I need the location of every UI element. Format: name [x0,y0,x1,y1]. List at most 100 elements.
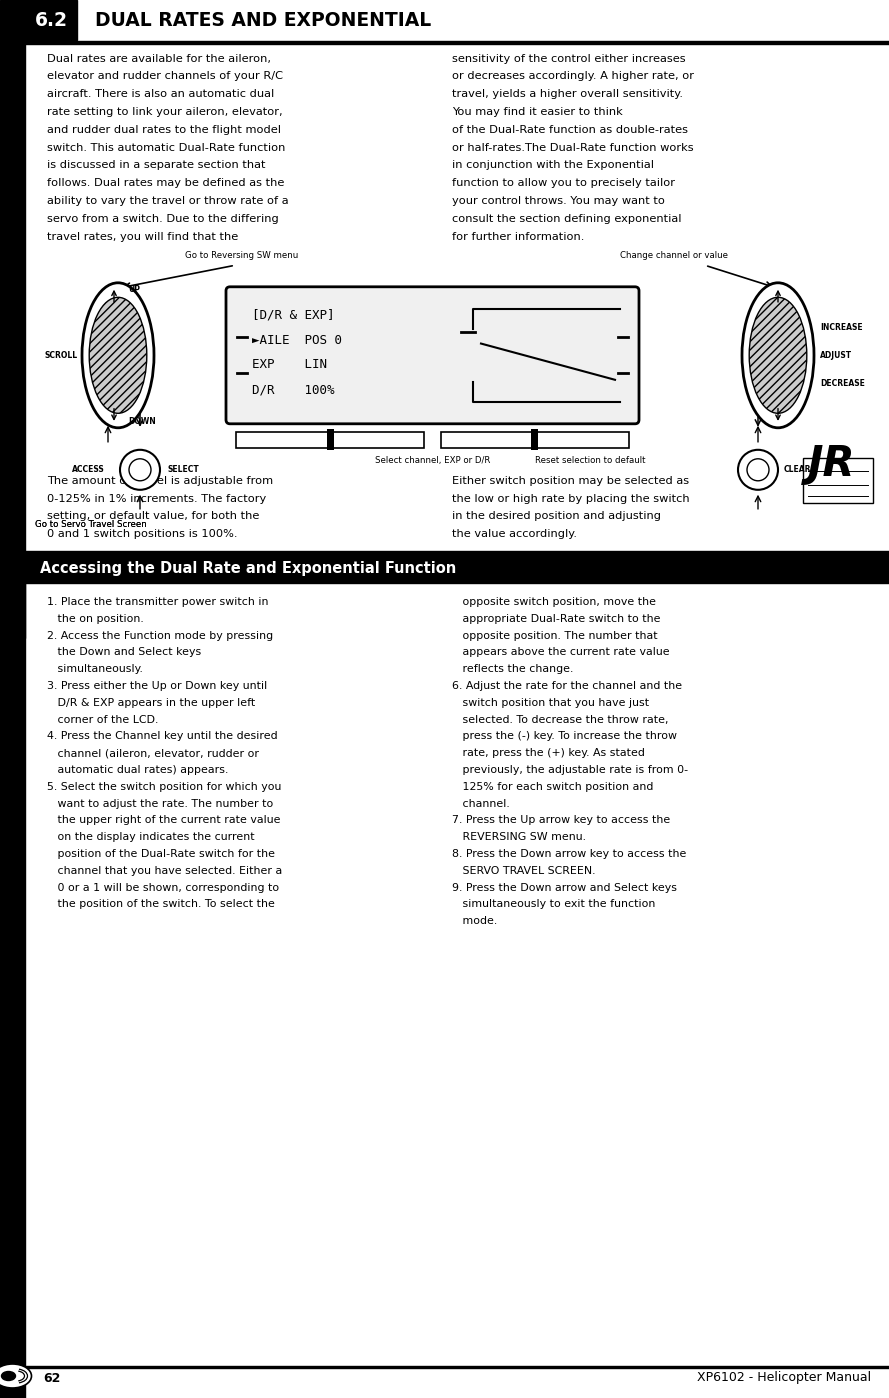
Text: SCROLL: SCROLL [44,351,78,359]
Text: channel.: channel. [453,798,510,808]
Text: opposite position. The number that: opposite position. The number that [453,630,658,640]
Circle shape [738,450,778,489]
Text: 0 and 1 switch positions is 100%.: 0 and 1 switch positions is 100%. [47,530,237,540]
Text: 8. Press the Down arrow key to access the: 8. Press the Down arrow key to access th… [453,849,687,858]
Bar [25,551,889,554]
Text: channel (aileron, elevator, rudder or: channel (aileron, elevator, rudder or [47,748,259,758]
Text: Change channel or value: Change channel or value [620,252,728,260]
Text: 3. Press either the Up or Down key until: 3. Press either the Up or Down key until [47,681,268,691]
Text: 0 or a 1 will be shown, corresponding to: 0 or a 1 will be shown, corresponding to [47,882,279,892]
Text: or half-rates.The Dual-Rate function works: or half-rates.The Dual-Rate function wor… [453,143,694,152]
Text: position of the Dual-Rate switch for the: position of the Dual-Rate switch for the [47,849,275,858]
Text: Dual rates are available for the aileron,: Dual rates are available for the aileron… [47,53,271,63]
Text: aircraft. There is also an automatic dual: aircraft. There is also an automatic dua… [47,89,274,99]
Text: rate, press the (+) key. As stated: rate, press the (+) key. As stated [453,748,645,758]
Text: function to allow you to precisely tailor: function to allow you to precisely tailo… [453,178,676,189]
Text: or decreases accordingly. A higher rate, or: or decreases accordingly. A higher rate,… [453,71,694,81]
Text: simultaneously to exit the function: simultaneously to exit the function [453,899,656,910]
Text: CLEAR: CLEAR [784,466,812,474]
Text: Either switch position may be selected as: Either switch position may be selected a… [453,475,690,485]
Text: [D/R & EXP]: [D/R & EXP] [252,309,334,322]
Text: 6.2: 6.2 [35,11,68,29]
Text: previously, the adjustable rate is from 0-: previously, the adjustable rate is from … [453,765,689,774]
Text: The amount of travel is adjustable from: The amount of travel is adjustable from [47,475,273,485]
Text: want to adjust the rate. The number to: want to adjust the rate. The number to [47,798,273,808]
Text: Go to Reversing SW menu: Go to Reversing SW menu [185,252,298,260]
Text: in the desired position and adjusting: in the desired position and adjusting [453,512,661,521]
Bar [25,554,889,583]
Text: UP: UP [128,285,140,294]
Ellipse shape [2,1371,15,1380]
Text: Select channel, EXP or D/R: Select channel, EXP or D/R [375,456,490,464]
Circle shape [747,459,769,481]
Text: switch position that you have just: switch position that you have just [453,698,650,707]
Ellipse shape [89,298,147,414]
Text: EXP    LIN: EXP LIN [252,358,327,372]
Bar [236,432,424,447]
Text: opposite switch position, move the: opposite switch position, move the [453,597,656,607]
Text: 5. Select the switch position for which you: 5. Select the switch position for which … [47,781,282,791]
Ellipse shape [749,298,807,414]
Text: press the (-) key. To increase the throw: press the (-) key. To increase the throw [453,731,677,741]
Text: 2. Access the Function mode by pressing: 2. Access the Function mode by pressing [47,630,273,640]
Text: Go to Servo Travel Screen: Go to Servo Travel Screen [35,520,147,528]
Text: 6. Adjust the rate for the channel and the: 6. Adjust the rate for the channel and t… [453,681,683,691]
Circle shape [120,450,160,489]
Text: of the Dual-Rate function as double-rates: of the Dual-Rate function as double-rate… [453,124,688,134]
Text: sensitivity of the control either increases: sensitivity of the control either increa… [453,53,686,63]
Text: D/R    100%: D/R 100% [252,383,334,396]
Text: channel that you have selected. Either a: channel that you have selected. Either a [47,865,282,875]
Bar [25,1366,889,1369]
Text: servo from a switch. Due to the differing: servo from a switch. Due to the differin… [47,214,279,224]
Text: mode.: mode. [453,916,498,927]
Bar [532,429,539,450]
Text: 9. Press the Down arrow and Select keys: 9. Press the Down arrow and Select keys [453,882,677,892]
Text: the Down and Select keys: the Down and Select keys [47,647,201,657]
FancyBboxPatch shape [226,287,639,424]
Text: ACCESS: ACCESS [72,466,105,474]
Text: INCREASE: INCREASE [820,323,862,331]
FancyBboxPatch shape [803,457,873,503]
Text: the upper right of the current rate value: the upper right of the current rate valu… [47,815,281,825]
Text: for further information.: for further information. [453,232,585,242]
Text: your control throws. You may want to: your control throws. You may want to [453,196,665,206]
Text: DOWN: DOWN [128,417,156,426]
Ellipse shape [0,1364,31,1388]
Text: switch. This automatic Dual-Rate function: switch. This automatic Dual-Rate functio… [47,143,285,152]
Bar [326,429,333,450]
Text: appropriate Dual-Rate switch to the: appropriate Dual-Rate switch to the [453,614,661,624]
Text: Accessing the Dual Rate and Exponential Function: Accessing the Dual Rate and Exponential … [40,561,456,576]
Text: ADJUST: ADJUST [820,351,853,359]
Text: XP6102 - Helicopter Manual: XP6102 - Helicopter Manual [697,1371,871,1384]
Text: follows. Dual rates may be defined as the: follows. Dual rates may be defined as th… [47,178,284,189]
Text: DECREASE: DECREASE [820,379,865,387]
Text: SERVO TRAVEL SCREEN.: SERVO TRAVEL SCREEN. [453,865,596,875]
Bar [25,0,77,41]
Text: 125% for each switch position and: 125% for each switch position and [453,781,654,791]
Text: REVERSING SW menu.: REVERSING SW menu. [453,832,587,842]
Text: You may find it easier to think: You may find it easier to think [453,106,623,117]
Circle shape [129,459,151,481]
Text: reflects the change.: reflects the change. [453,664,574,674]
Text: Reset selection to default: Reset selection to default [535,456,645,464]
Ellipse shape [742,282,814,428]
Text: travel rates, you will find that the: travel rates, you will find that the [47,232,238,242]
Text: 1. Place the transmitter power switch in: 1. Place the transmitter power switch in [47,597,268,607]
Bar [0,583,25,637]
Text: SELECT: SELECT [168,466,200,474]
Text: selected. To decrease the throw rate,: selected. To decrease the throw rate, [453,714,669,724]
Text: consult the section defining exponential: consult the section defining exponential [453,214,682,224]
Text: in conjunction with the Exponential: in conjunction with the Exponential [453,161,654,171]
Text: the on position.: the on position. [47,614,144,624]
Text: setting, or default value, for both the: setting, or default value, for both the [47,512,260,521]
Text: 7. Press the Up arrow key to access the: 7. Press the Up arrow key to access the [453,815,670,825]
Text: automatic dual rates) appears.: automatic dual rates) appears. [47,765,228,774]
Text: the low or high rate by placing the switch: the low or high rate by placing the swit… [453,493,690,503]
Text: travel, yields a higher overall sensitivity.: travel, yields a higher overall sensitiv… [453,89,684,99]
Bar [0,0,25,1398]
Text: Go to Servo Travel Screen: Go to Servo Travel Screen [35,520,147,528]
Text: ►AILE  POS 0: ►AILE POS 0 [252,334,342,347]
Text: on the display indicates the current: on the display indicates the current [47,832,254,842]
Text: is discussed in a separate section that: is discussed in a separate section that [47,161,266,171]
Ellipse shape [82,282,154,428]
